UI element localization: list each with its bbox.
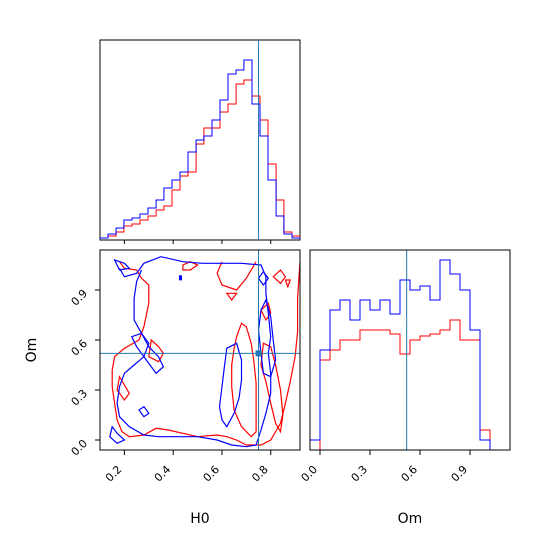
h0-axis-label: H0	[190, 511, 209, 527]
joint-contour-blue-inner-1	[218, 342, 243, 428]
om-xtick-label-3: 0.9	[449, 463, 471, 485]
joint-contour-red-blob-7	[260, 302, 272, 322]
joint-contour-blue-inner-2	[257, 298, 277, 378]
joint-contour-blue-blob-2	[113, 258, 131, 271]
h0-marginal-frame	[99, 39, 301, 241]
h0-om-joint-panel: 0.2 0.4 0.6 0.8 0.0 0.3 0.6 0.9	[69, 249, 301, 485]
om-hist-red	[310, 319, 510, 450]
joint-ytick-label-1: 0.3	[69, 387, 91, 409]
joint-contour-blue-blob-1	[130, 332, 165, 375]
joint-contour-blue-blob-3	[109, 425, 126, 445]
joint-contour-red-blob-4	[272, 269, 287, 285]
joint-contour-red-inner-1	[231, 322, 257, 438]
joint-contour-blue-blob-4	[138, 405, 150, 418]
joint-contour-red-inner-2	[260, 342, 284, 434]
joint-ytick-label-3: 0.9	[69, 287, 91, 309]
om-marginal-panel: 0.0 0.3 0.6 0.9	[299, 249, 511, 485]
om-xtick-label-2: 0.6	[399, 463, 421, 485]
om-hist-blue	[310, 259, 510, 450]
h0-hist-red	[100, 79, 300, 240]
joint-contour-red-top	[216, 261, 257, 291]
h0-hist-blue	[100, 59, 300, 240]
om-xtick-label-0: 0.0	[299, 463, 321, 485]
om-marginal-frame	[309, 249, 511, 451]
joint-xtick-label-0: 0.2	[103, 463, 125, 485]
h0-marginal-panel	[99, 39, 301, 244]
joint-contour-red-blob-2	[116, 375, 131, 402]
om-xtick-label-1: 0.3	[349, 463, 371, 485]
joint-ytick-label-2: 0.6	[69, 337, 91, 359]
joint-contour-red-blob-1	[148, 338, 165, 363]
joint-small-blue-mark	[178, 275, 182, 281]
joint-xtick-label-3: 0.8	[249, 463, 271, 485]
joint-contour-red-blob-6	[182, 261, 199, 271]
joint-contour-blue-outer	[116, 256, 272, 448]
joint-contour-blue-blob-5	[257, 270, 270, 287]
joint-truth-marker	[255, 350, 262, 357]
om-axis-label: Om	[398, 511, 423, 527]
joint-xtick-label-1: 0.4	[152, 463, 174, 485]
om-y-axis-label: Om	[24, 338, 40, 363]
joint-xtick-label-2: 0.6	[201, 463, 223, 485]
joint-contour-red-blob-3	[225, 292, 238, 302]
joint-ytick-label-0: 0.0	[69, 437, 91, 459]
joint-frame	[99, 249, 301, 451]
joint-contour-red-blob-5	[284, 279, 292, 289]
